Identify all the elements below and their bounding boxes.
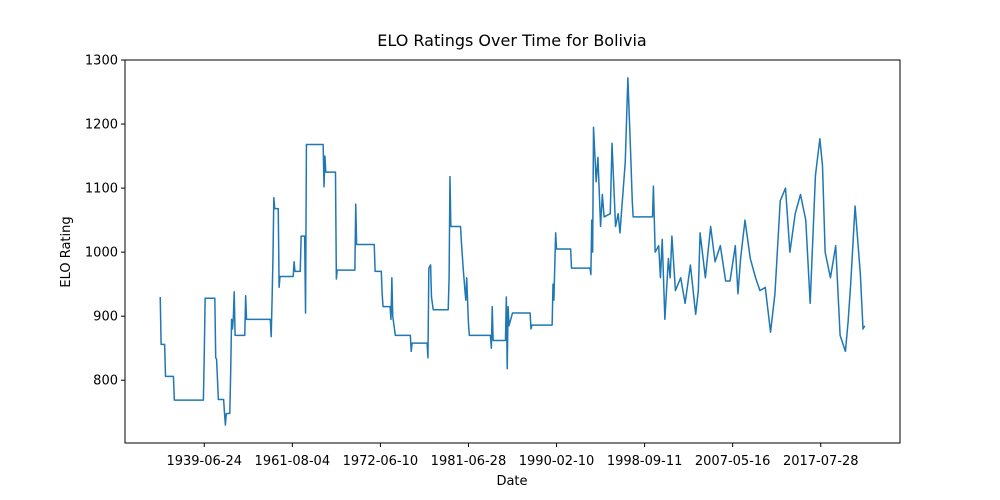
- x-tick-label: 1998-09-11: [607, 454, 683, 469]
- x-tick-label: 1990-02-10: [519, 454, 595, 469]
- x-tick-label: 2007-05-16: [695, 454, 771, 469]
- axes-frame: [124, 59, 901, 444]
- data-line: [159, 77, 866, 426]
- y-tick-label: 800: [93, 374, 118, 389]
- x-tick-label: 1972-06-10: [343, 454, 419, 469]
- y-tick-label: 1200: [85, 118, 118, 133]
- y-tick-label: 1000: [85, 246, 118, 261]
- x-tick-label: 1961-08-04: [255, 454, 331, 469]
- chart-title: ELO Ratings Over Time for Bolivia: [377, 31, 646, 50]
- x-tick-label: 1939-06-24: [166, 454, 242, 469]
- y-tick-label: 1300: [85, 54, 118, 69]
- x-tick-label: 1981-06-28: [431, 454, 507, 469]
- y-tick-label: 1100: [85, 182, 118, 197]
- x-axis-label: Date: [496, 474, 527, 489]
- x-tick-label: 2017-07-28: [783, 454, 859, 469]
- y-axis-label: ELO Rating: [59, 216, 74, 287]
- y-tick-label: 900: [93, 310, 118, 325]
